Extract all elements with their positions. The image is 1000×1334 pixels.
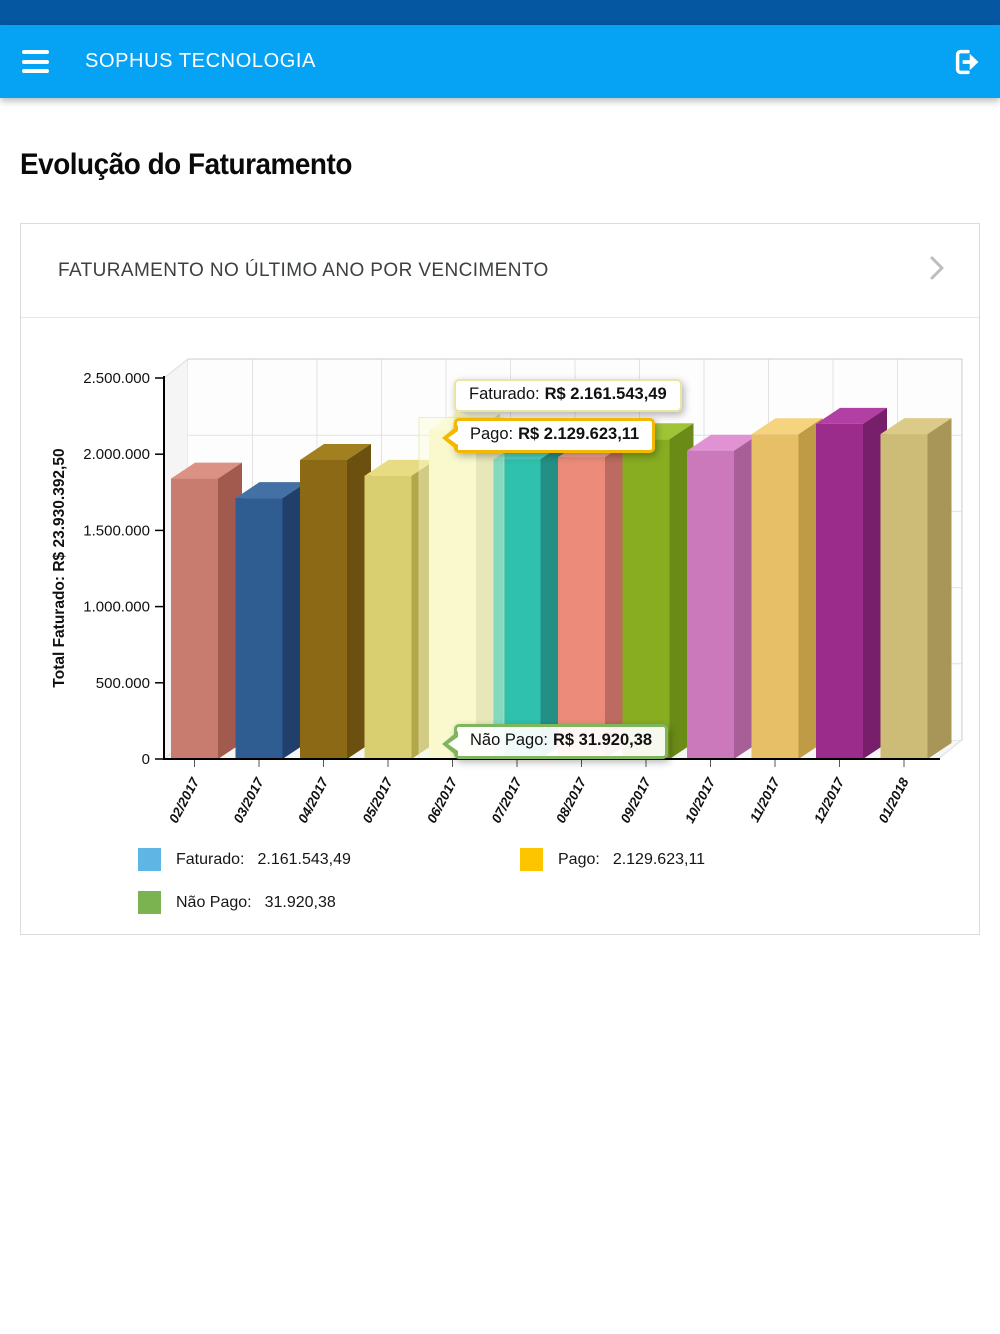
bar-04-2017[interactable] [300,443,371,759]
menu-icon[interactable] [22,50,49,73]
bar-10-2017[interactable] [687,434,758,759]
tooltip-pago: Pago: R$ 2.129.623,11 [442,418,656,453]
svg-text:1.500.000: 1.500.000 [83,522,150,539]
x-tick-label: 03/2017 [230,774,267,825]
svg-text:0: 0 [142,751,150,768]
bar-09-2017[interactable] [622,423,694,759]
bar-03-2017[interactable] [235,482,307,759]
legend-item-pago: Pago: 2.129.623,11 [520,848,705,871]
logout-icon[interactable] [950,46,982,78]
legend-swatch-pago [520,848,543,871]
card-title: FATURAMENTO NO ÚLTIMO ANO POR VENCIMENTO [58,259,549,281]
selected-bar-halo [418,417,505,760]
bar-01-2018[interactable] [880,418,952,759]
bar-08-2017[interactable] [558,441,629,759]
x-tick-label: 10/2017 [682,774,719,825]
x-tick-label: 01/2018 [875,775,911,826]
svg-text:500.000: 500.000 [96,675,150,692]
x-tick-label: 02/2017 [166,774,203,825]
chart-card: FATURAMENTO NO ÚLTIMO ANO POR VENCIMENTO… [20,223,980,935]
bar-07-2017[interactable] [493,443,565,759]
bar-11-2017[interactable] [751,418,823,759]
svg-text:2.500.000: 2.500.000 [83,370,150,387]
x-tick-label: 06/2017 [424,774,461,825]
status-bar [0,0,1000,25]
legend-swatch-nao-pago [138,891,161,914]
x-tick-label: 08/2017 [553,774,590,825]
chevron-right-icon [929,254,945,287]
y-axis-title: Total Faturado: R$ 23.930.392,50 [51,448,68,687]
legend-item-nao-pago: Não Pago: 31.920,38 [138,891,336,914]
x-tick-label: 09/2017 [617,774,654,825]
tooltip-faturado: Faturado: R$ 2.161.543,49 [451,379,682,438]
x-tick-label: 05/2017 [359,774,396,825]
svg-text:1.000.000: 1.000.000 [83,599,150,616]
x-tick-label: 12/2017 [811,774,848,825]
tooltip-nao-pago: Não Pago: R$ 31.920,38 [442,724,669,759]
x-tick-label: 07/2017 [488,774,525,825]
page-title: Evolução do Faturamento [20,148,352,181]
bar-12-2017[interactable] [816,407,887,759]
app-title: SOPHUS TECNOLOGIA [85,50,316,72]
legend-item-faturado: Faturado: 2.161.543,49 [138,848,351,871]
svg-text:2.000.000: 2.000.000 [83,446,150,463]
x-tick-label: 11/2017 [747,774,783,825]
card-header[interactable]: FATURAMENTO NO ÚLTIMO ANO POR VENCIMENTO [21,224,979,318]
app-bar: SOPHUS TECNOLOGIA [0,25,1000,98]
bar-chart-3d: 0 500.000 1.000.000 1.500.000 2.000.000 2.500… [51,357,964,826]
legend-swatch-faturado [138,848,161,871]
x-tick-label: 04/2017 [295,774,332,825]
bar-02-2017[interactable] [171,462,242,759]
